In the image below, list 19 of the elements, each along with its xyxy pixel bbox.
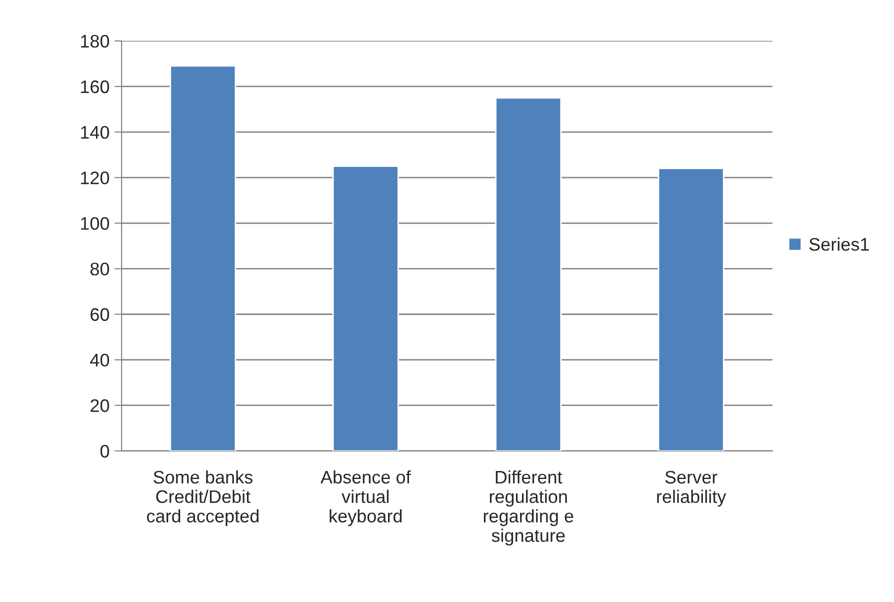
bar (332, 166, 399, 451)
legend-label: Series1 (809, 238, 869, 251)
bar (170, 65, 236, 451)
y-tick-label: 60 (90, 308, 110, 321)
y-tick-label: 40 (90, 354, 110, 367)
x-tick-label: Server reliability (657, 470, 726, 507)
x-tick-label: Some banks Credit/Debit card accepted (147, 470, 258, 526)
bar (658, 168, 724, 451)
x-tick-label: Different regulation regarding e signature (484, 470, 574, 546)
y-tick-label: 120 (81, 172, 110, 184)
y-tick-label: 160 (81, 80, 110, 94)
y-tick-label: 180 (81, 34, 110, 48)
bar (495, 97, 562, 451)
y-tick-label: 100 (81, 217, 110, 230)
y-tick-label: 0 (100, 444, 110, 458)
x-tick-label: Absence of virtual keyboard (320, 470, 411, 526)
y-tick-label: 80 (90, 262, 110, 276)
y-tick-label: 20 (90, 399, 110, 412)
y-tick-label: 140 (81, 126, 110, 139)
